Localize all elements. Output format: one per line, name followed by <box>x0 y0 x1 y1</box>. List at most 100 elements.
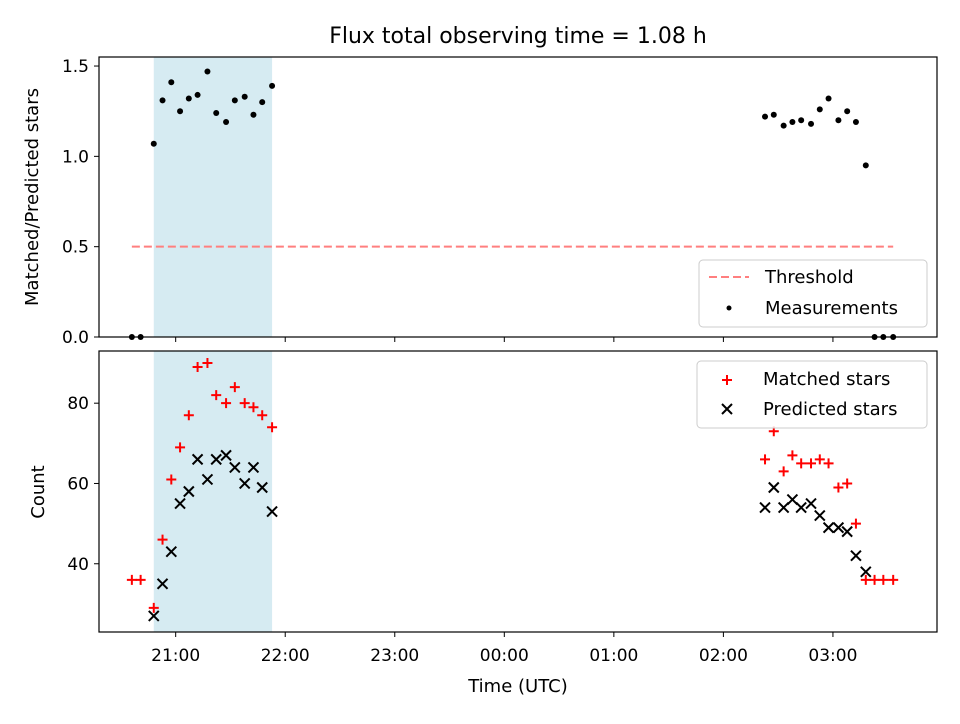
measurement-point <box>177 108 184 115</box>
matched-star-point <box>878 574 889 585</box>
x-tick-label: 01:00 <box>589 646 638 666</box>
matched-star-point <box>257 410 268 421</box>
matched-star-point <box>202 358 213 369</box>
predicted-star-point <box>220 449 232 462</box>
measurement-point <box>185 95 192 102</box>
measurement-point <box>762 113 769 120</box>
y-tick-label: 40 <box>67 555 89 575</box>
predicted-star-point <box>229 461 241 474</box>
measurement-point <box>816 106 823 113</box>
predicted-star-point <box>165 546 178 558</box>
bottom-y-axis-label: Count <box>28 465 49 518</box>
predicted-star-point <box>814 509 826 522</box>
legend-matched-label: Matched stars <box>763 369 890 390</box>
predicted-star-point <box>247 461 260 474</box>
predicted-star-point <box>795 501 807 514</box>
y-tick-label: 1.0 <box>62 147 89 167</box>
y-tick-label: 80 <box>67 394 89 414</box>
matched-star-point <box>760 454 771 465</box>
matched-star-point <box>126 574 137 585</box>
plot-frame <box>98 350 938 633</box>
measurement-point <box>213 110 220 116</box>
predicted-star-point <box>201 473 214 486</box>
predicted-star-point <box>256 481 268 494</box>
measurement-point <box>223 119 230 126</box>
measurement-point <box>835 117 842 124</box>
legend-threshold-label: Threshold <box>764 267 854 288</box>
matched-star-point <box>157 534 168 545</box>
matched-star-point <box>787 450 798 461</box>
matched-star-point <box>211 390 222 401</box>
predicted-star-point <box>841 525 853 538</box>
predicted-star-point <box>191 453 204 466</box>
measurement-point <box>862 162 869 169</box>
predicted-star-point <box>805 497 817 510</box>
y-tick-label: 0.0 <box>62 328 89 348</box>
matched-star-point <box>148 602 159 613</box>
measurement-point <box>241 93 248 100</box>
plot-frame <box>98 56 938 338</box>
legend-measurement-swatch <box>726 305 732 311</box>
x-axis-label: Time (UTC) <box>467 676 568 697</box>
predicted-star-point <box>156 578 169 590</box>
predicted-star-point <box>183 485 195 498</box>
predicted-star-point <box>822 521 835 534</box>
matched-star-point <box>135 574 146 585</box>
measurement-point <box>770 111 777 118</box>
legend-box <box>696 360 928 429</box>
measurement-point <box>825 95 832 102</box>
measurement-point <box>780 122 787 129</box>
measurement-point <box>269 82 276 89</box>
matched-star-point <box>796 458 807 469</box>
measurement-point <box>194 91 201 98</box>
y-tick-label: 0.5 <box>62 238 89 258</box>
observing-span <box>153 351 273 632</box>
matched-star-point <box>229 382 240 393</box>
predicted-star-point <box>210 453 222 466</box>
observing-span <box>153 57 273 337</box>
measurement-point <box>808 120 815 127</box>
x-tick-label: 02:00 <box>699 646 748 666</box>
matched-star-point <box>175 442 186 453</box>
matched-star-point <box>850 518 861 529</box>
matched-star-point <box>860 574 871 585</box>
predicted-star-point <box>148 610 160 622</box>
measurement-point <box>798 117 805 124</box>
matched-star-point <box>778 466 789 477</box>
measurement-point <box>159 97 166 104</box>
x-tick-label: 21:00 <box>151 646 200 666</box>
measurement-point <box>231 97 238 104</box>
predicted-star-point <box>832 521 845 534</box>
matched-star-point <box>192 362 203 373</box>
measurement-point <box>250 111 257 118</box>
predicted-star-point <box>266 505 278 518</box>
y-tick-label: 1.5 <box>62 57 89 77</box>
predicted-star-point <box>777 501 790 514</box>
legend-predicted-swatch <box>721 403 733 415</box>
matched-star-point <box>239 398 250 409</box>
measurement-point <box>150 140 157 147</box>
figure-title: Flux total observing time = 1.08 h <box>329 24 707 49</box>
matched-star-point <box>221 398 232 409</box>
measurement-point <box>844 108 851 115</box>
measurement-point <box>204 68 211 75</box>
matched-star-point <box>842 478 853 489</box>
predicted-star-point <box>786 493 799 506</box>
y-tick-label: 60 <box>67 474 89 494</box>
legend-matched-swatch <box>722 375 732 385</box>
predicted-star-point <box>238 477 251 490</box>
predicted-star-point <box>860 566 872 578</box>
measurement-point <box>852 119 859 126</box>
predicted-star-point <box>174 497 186 510</box>
matched-star-point <box>888 574 899 585</box>
x-tick-label: 22:00 <box>261 646 310 666</box>
predicted-star-point <box>850 550 862 562</box>
legend-predicted-label: Predicted stars <box>763 399 897 420</box>
predicted-star-point <box>768 481 780 494</box>
matched-star-point <box>267 422 278 433</box>
bottom-panel: 40 60 80 21:00 22:00 23:00 00:00 01:00 02:00 03:0… <box>67 350 938 666</box>
x-tick-label: 23:00 <box>370 646 419 666</box>
matched-star-point <box>823 458 834 469</box>
matched-star-point <box>869 574 880 585</box>
